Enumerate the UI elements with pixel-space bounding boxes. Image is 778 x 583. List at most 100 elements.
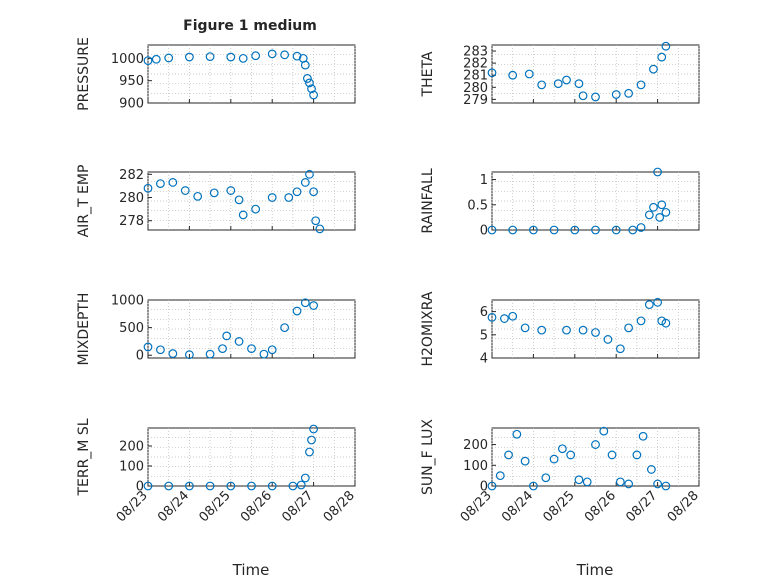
y-tick-label: 5	[480, 328, 488, 343]
data-point	[615, 477, 625, 487]
figure-title: Figure 1 medium	[183, 18, 317, 34]
y-tick-label: 900	[119, 97, 144, 112]
y-axis-label: THETA	[420, 51, 436, 97]
data-point	[305, 78, 314, 88]
subplot-6: 4 5 6 H2OMIXRA	[420, 291, 700, 367]
y-tick-label: 4	[480, 352, 488, 367]
data-point	[574, 79, 584, 89]
x-tick-label: 08/23	[114, 488, 151, 525]
data-point	[300, 60, 310, 70]
y-tick-label: 0	[480, 480, 488, 495]
data-point	[226, 52, 236, 62]
data-point	[302, 74, 312, 83]
x-axis-label-left: Time	[232, 561, 270, 579]
data-point	[280, 50, 290, 60]
data-point	[315, 224, 325, 234]
data-point	[226, 481, 236, 491]
data-point	[570, 225, 580, 235]
data-point	[661, 41, 671, 51]
y-axis-label: PRESSURE	[76, 37, 92, 111]
data-point	[238, 210, 248, 220]
data-point	[591, 92, 600, 102]
data-point	[529, 225, 538, 235]
data-point	[234, 337, 244, 346]
data-point	[247, 344, 256, 354]
data-point	[151, 54, 161, 64]
data-point	[582, 477, 592, 487]
data-point	[649, 202, 658, 212]
data-point	[300, 178, 310, 187]
data-point	[292, 51, 302, 61]
data-point	[504, 450, 513, 460]
y-tick-label: 0	[136, 480, 144, 495]
data-point	[311, 216, 321, 226]
y-tick-label: 1000	[111, 52, 144, 67]
data-point	[624, 323, 634, 333]
data-point	[307, 84, 316, 94]
data-point	[653, 167, 662, 177]
data-point	[193, 191, 203, 201]
data-point	[180, 186, 190, 195]
y-tick-label: 0	[136, 349, 144, 364]
y-tick-label: 0	[480, 224, 488, 239]
data-point	[549, 225, 559, 235]
data-point	[529, 481, 538, 491]
data-point	[636, 316, 646, 326]
data-point	[168, 178, 178, 187]
data-point	[156, 345, 165, 355]
data-point	[226, 186, 236, 195]
data-point	[655, 212, 665, 222]
data-point	[500, 314, 509, 323]
data-point	[143, 56, 153, 66]
data-point	[541, 473, 551, 483]
data-point	[309, 90, 319, 100]
data-point	[487, 313, 497, 322]
data-point	[300, 473, 310, 483]
y-tick-label: 282	[463, 57, 488, 72]
y-tick-label: 0.5	[467, 198, 488, 213]
data-point	[284, 193, 294, 202]
x-tick-label: 08/25	[197, 488, 234, 525]
data-point	[205, 52, 215, 61]
data-point	[524, 69, 534, 79]
data-point	[537, 325, 547, 335]
x-tick-label: 08/26	[238, 488, 275, 525]
data-point	[508, 311, 518, 321]
x-tick-label: 08/28	[321, 488, 358, 525]
subplot-5: 0 500 1000 MIXDEPTH	[76, 293, 356, 365]
data-point	[661, 318, 671, 328]
data-point	[156, 179, 165, 189]
y-tick-label: 281	[463, 69, 488, 84]
y-tick-label: 200	[119, 440, 144, 455]
data-point	[557, 444, 567, 454]
x-tick-label: 08/27	[623, 488, 660, 525]
y-tick-label: 283	[463, 45, 488, 60]
y-tick-label: 279	[463, 93, 488, 108]
data-point	[267, 481, 277, 491]
subplot-7: 0 100 200 08/23 08/24 08/25 08/26 08/27 08/28 TER…	[76, 418, 358, 525]
data-point	[611, 90, 621, 99]
data-point	[205, 481, 215, 491]
data-point	[222, 331, 232, 341]
plot-area	[491, 171, 700, 231]
data-point	[143, 342, 153, 352]
y-tick-label: 278	[119, 214, 144, 229]
data-point	[653, 297, 662, 307]
data-point	[487, 481, 497, 491]
y-axis-label: TERR_M SL	[76, 418, 92, 496]
data-point	[553, 79, 563, 89]
x-tick-label: 08/27	[279, 488, 316, 525]
data-point	[624, 88, 634, 98]
data-point	[661, 481, 671, 491]
data-point	[487, 225, 497, 235]
subplot-3: 278 280 282 AIR_T EMP	[76, 165, 356, 237]
data-point	[209, 188, 219, 198]
y-tick-label: 100	[463, 459, 488, 474]
data-point	[566, 450, 576, 460]
data-point	[644, 210, 654, 220]
data-point	[309, 187, 319, 197]
subplot-1: 900 950 1000 PRESSURE	[76, 37, 356, 112]
y-tick-label: 280	[463, 81, 488, 96]
